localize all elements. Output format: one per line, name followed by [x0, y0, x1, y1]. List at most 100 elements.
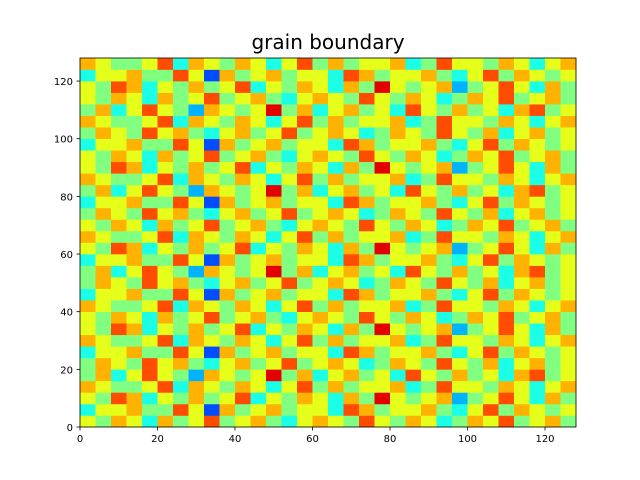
heatmap-cell: [126, 115, 143, 128]
heatmap-cell: [436, 161, 453, 174]
heatmap-cell: [266, 161, 282, 174]
heatmap-cell: [514, 265, 530, 278]
heatmap-cell: [452, 403, 468, 416]
heatmap-cell: [173, 196, 189, 209]
heatmap-cell: [219, 369, 236, 382]
heatmap-cell: [281, 92, 298, 105]
heatmap-cell: [374, 277, 391, 289]
heatmap-cell: [297, 58, 313, 70]
heatmap-cell: [297, 242, 313, 255]
heatmap-cell: [374, 138, 391, 151]
heatmap-cell: [405, 173, 422, 186]
heatmap-cell: [142, 173, 158, 186]
heatmap-cell: [529, 115, 546, 128]
heatmap-cell: [390, 277, 406, 289]
heatmap-cell: [390, 323, 406, 336]
heatmap-cell: [281, 219, 298, 232]
heatmap-cell: [188, 196, 205, 209]
heatmap-cell: [374, 311, 391, 324]
heatmap-cell: [498, 346, 515, 359]
heatmap-cell: [436, 104, 453, 116]
heatmap-cell: [328, 230, 344, 243]
heatmap-cell: [343, 196, 360, 209]
heatmap-cell: [235, 115, 251, 128]
heatmap-cell: [80, 81, 96, 93]
heatmap-cell: [545, 115, 561, 128]
heatmap-cell: [142, 357, 158, 370]
heatmap-cell: [235, 288, 251, 301]
heatmap-cell: [390, 69, 406, 82]
heatmap-cell: [266, 415, 282, 428]
heatmap-cell: [467, 138, 484, 151]
heatmap-cell: [514, 207, 530, 220]
heatmap-cell: [514, 104, 530, 116]
heatmap-cell: [390, 403, 406, 416]
heatmap-cell: [545, 288, 561, 301]
heatmap-cell: [483, 115, 499, 128]
heatmap-cell: [281, 380, 298, 393]
heatmap-cell: [359, 346, 375, 359]
heatmap-cell: [111, 138, 127, 151]
heatmap-cell: [80, 127, 96, 140]
heatmap-cell: [452, 288, 468, 301]
heatmap-cell: [405, 346, 422, 359]
heatmap-cell: [421, 127, 437, 140]
heatmap-cell: [297, 150, 313, 163]
heatmap-cell: [204, 288, 220, 301]
heatmap-cell: [126, 127, 143, 140]
heatmap-cell: [405, 127, 422, 140]
heatmap-cell: [545, 81, 561, 93]
heatmap-cell: [173, 380, 189, 393]
heatmap-cell: [343, 300, 360, 312]
heatmap-cell: [297, 219, 313, 232]
heatmap-cell: [343, 415, 360, 428]
heatmap-cell: [95, 311, 112, 324]
heatmap-cell: [126, 300, 143, 312]
heatmap-cell: [173, 219, 189, 232]
heatmap-cell: [514, 161, 530, 174]
heatmap-cell: [514, 380, 530, 393]
heatmap-cell: [312, 115, 329, 128]
heatmap-cell: [328, 334, 344, 347]
heatmap-cell: [266, 403, 282, 416]
heatmap-cell: [281, 230, 298, 243]
heatmap-cell: [80, 369, 96, 382]
heatmap-cell: [436, 277, 453, 289]
heatmap-cell: [312, 161, 329, 174]
heatmap-cell: [343, 334, 360, 347]
heatmap-cell: [157, 138, 174, 151]
heatmap-cell: [312, 392, 329, 405]
heatmap-cell: [328, 357, 344, 370]
chart-title: grain boundary: [251, 30, 404, 54]
heatmap-cell: [483, 138, 499, 151]
heatmap-cell: [95, 196, 112, 209]
heatmap-cell: [157, 346, 174, 359]
heatmap-cell: [545, 104, 561, 116]
heatmap-cell: [405, 300, 422, 312]
heatmap-cell: [467, 254, 484, 266]
heatmap-cell: [545, 323, 561, 336]
heatmap-cell: [188, 288, 205, 301]
heatmap-cell: [235, 346, 251, 359]
heatmap-cell: [157, 323, 174, 336]
heatmap-cell: [312, 69, 329, 82]
heatmap-cell: [436, 346, 453, 359]
heatmap-cell: [188, 300, 205, 312]
heatmap-cell: [142, 380, 158, 393]
heatmap-cell: [436, 207, 453, 220]
heatmap-cell: [188, 184, 205, 197]
heatmap-cell: [328, 184, 344, 197]
heatmap-cell: [374, 58, 391, 70]
heatmap-cell: [157, 104, 174, 116]
heatmap-cell: [359, 265, 375, 278]
heatmap-cell: [436, 58, 453, 70]
heatmap-cell: [374, 380, 391, 393]
heatmap-cell: [157, 369, 174, 382]
heatmap-cell: [452, 184, 468, 197]
heatmap-cell: [405, 403, 422, 416]
heatmap-cell: [483, 415, 499, 428]
heatmap-cell: [235, 415, 251, 428]
heatmap-cell: [328, 219, 344, 232]
heatmap-cell: [266, 127, 282, 140]
heatmap-cell: [142, 277, 158, 289]
